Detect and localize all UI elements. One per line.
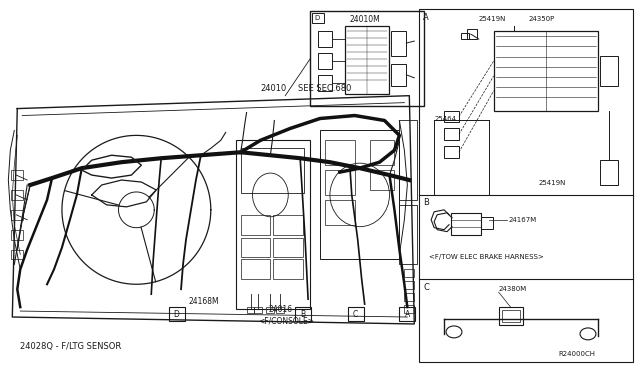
Bar	[255, 307, 262, 313]
Bar	[318, 75, 332, 91]
Bar	[481, 217, 493, 229]
Text: C: C	[423, 283, 429, 292]
Text: 25419N: 25419N	[538, 180, 566, 186]
Bar	[467, 29, 477, 39]
Bar	[493, 31, 598, 110]
Bar	[266, 307, 275, 313]
Text: D: D	[314, 15, 319, 21]
Bar	[392, 64, 406, 86]
Bar	[444, 110, 459, 122]
Bar	[399, 121, 417, 200]
Text: <F/TOW ELEC BRAKE HARNESS>: <F/TOW ELEC BRAKE HARNESS>	[429, 254, 544, 260]
Bar	[499, 307, 524, 325]
Bar	[451, 213, 481, 235]
Bar	[325, 170, 355, 195]
Bar	[461, 33, 469, 39]
Bar	[273, 215, 303, 235]
Bar	[348, 307, 364, 321]
Text: A: A	[423, 13, 429, 22]
Text: 24167M: 24167M	[509, 217, 537, 223]
Bar	[169, 307, 185, 321]
Bar	[444, 146, 459, 158]
Bar	[444, 128, 459, 140]
Bar	[370, 140, 394, 165]
Bar	[12, 210, 23, 220]
Bar	[502, 310, 520, 322]
Bar	[370, 170, 394, 190]
Text: 24016: 24016	[268, 305, 292, 314]
Bar	[241, 238, 270, 257]
Bar	[404, 281, 414, 289]
Bar	[325, 200, 355, 225]
Bar	[12, 230, 23, 240]
Text: 24028Q - F/LTG SENSOR: 24028Q - F/LTG SENSOR	[20, 342, 122, 351]
Bar	[318, 31, 332, 47]
Bar	[241, 215, 270, 235]
Bar	[404, 305, 414, 313]
Text: C: C	[353, 310, 358, 318]
Bar	[276, 307, 284, 313]
Text: D: D	[173, 310, 179, 318]
Bar	[392, 31, 406, 56]
Text: 24350P: 24350P	[529, 16, 555, 22]
Text: SEE SEC.680: SEE SEC.680	[298, 84, 351, 93]
Text: 24380M: 24380M	[499, 286, 527, 292]
Bar	[241, 259, 270, 279]
Bar	[273, 259, 303, 279]
Bar	[399, 307, 415, 321]
Bar	[345, 26, 390, 94]
Text: 24010: 24010	[260, 84, 287, 93]
Bar	[320, 131, 399, 259]
Text: 25419N: 25419N	[479, 16, 506, 22]
Bar	[404, 293, 414, 301]
Bar	[12, 170, 23, 180]
Bar	[600, 56, 618, 86]
Text: 24010M: 24010M	[350, 15, 381, 24]
Bar	[325, 140, 355, 165]
Bar	[241, 148, 304, 193]
Text: B: B	[301, 310, 306, 318]
Text: 24168M: 24168M	[189, 296, 220, 306]
Bar	[273, 238, 303, 257]
Bar	[312, 13, 324, 23]
Bar	[12, 190, 23, 200]
Bar	[399, 205, 417, 264]
Bar	[404, 269, 414, 277]
Text: B: B	[423, 198, 429, 207]
Text: A: A	[404, 310, 410, 318]
Bar	[600, 160, 618, 185]
Bar	[318, 53, 332, 69]
Bar	[12, 250, 23, 259]
Text: 25464: 25464	[434, 116, 456, 122]
Bar	[236, 140, 310, 309]
Bar	[246, 307, 255, 313]
Bar	[295, 307, 311, 321]
Bar	[310, 11, 424, 106]
Bar	[419, 9, 633, 362]
Text: R24000CH: R24000CH	[558, 351, 595, 357]
Text: <F/CONSOLE>: <F/CONSOLE>	[259, 317, 314, 326]
